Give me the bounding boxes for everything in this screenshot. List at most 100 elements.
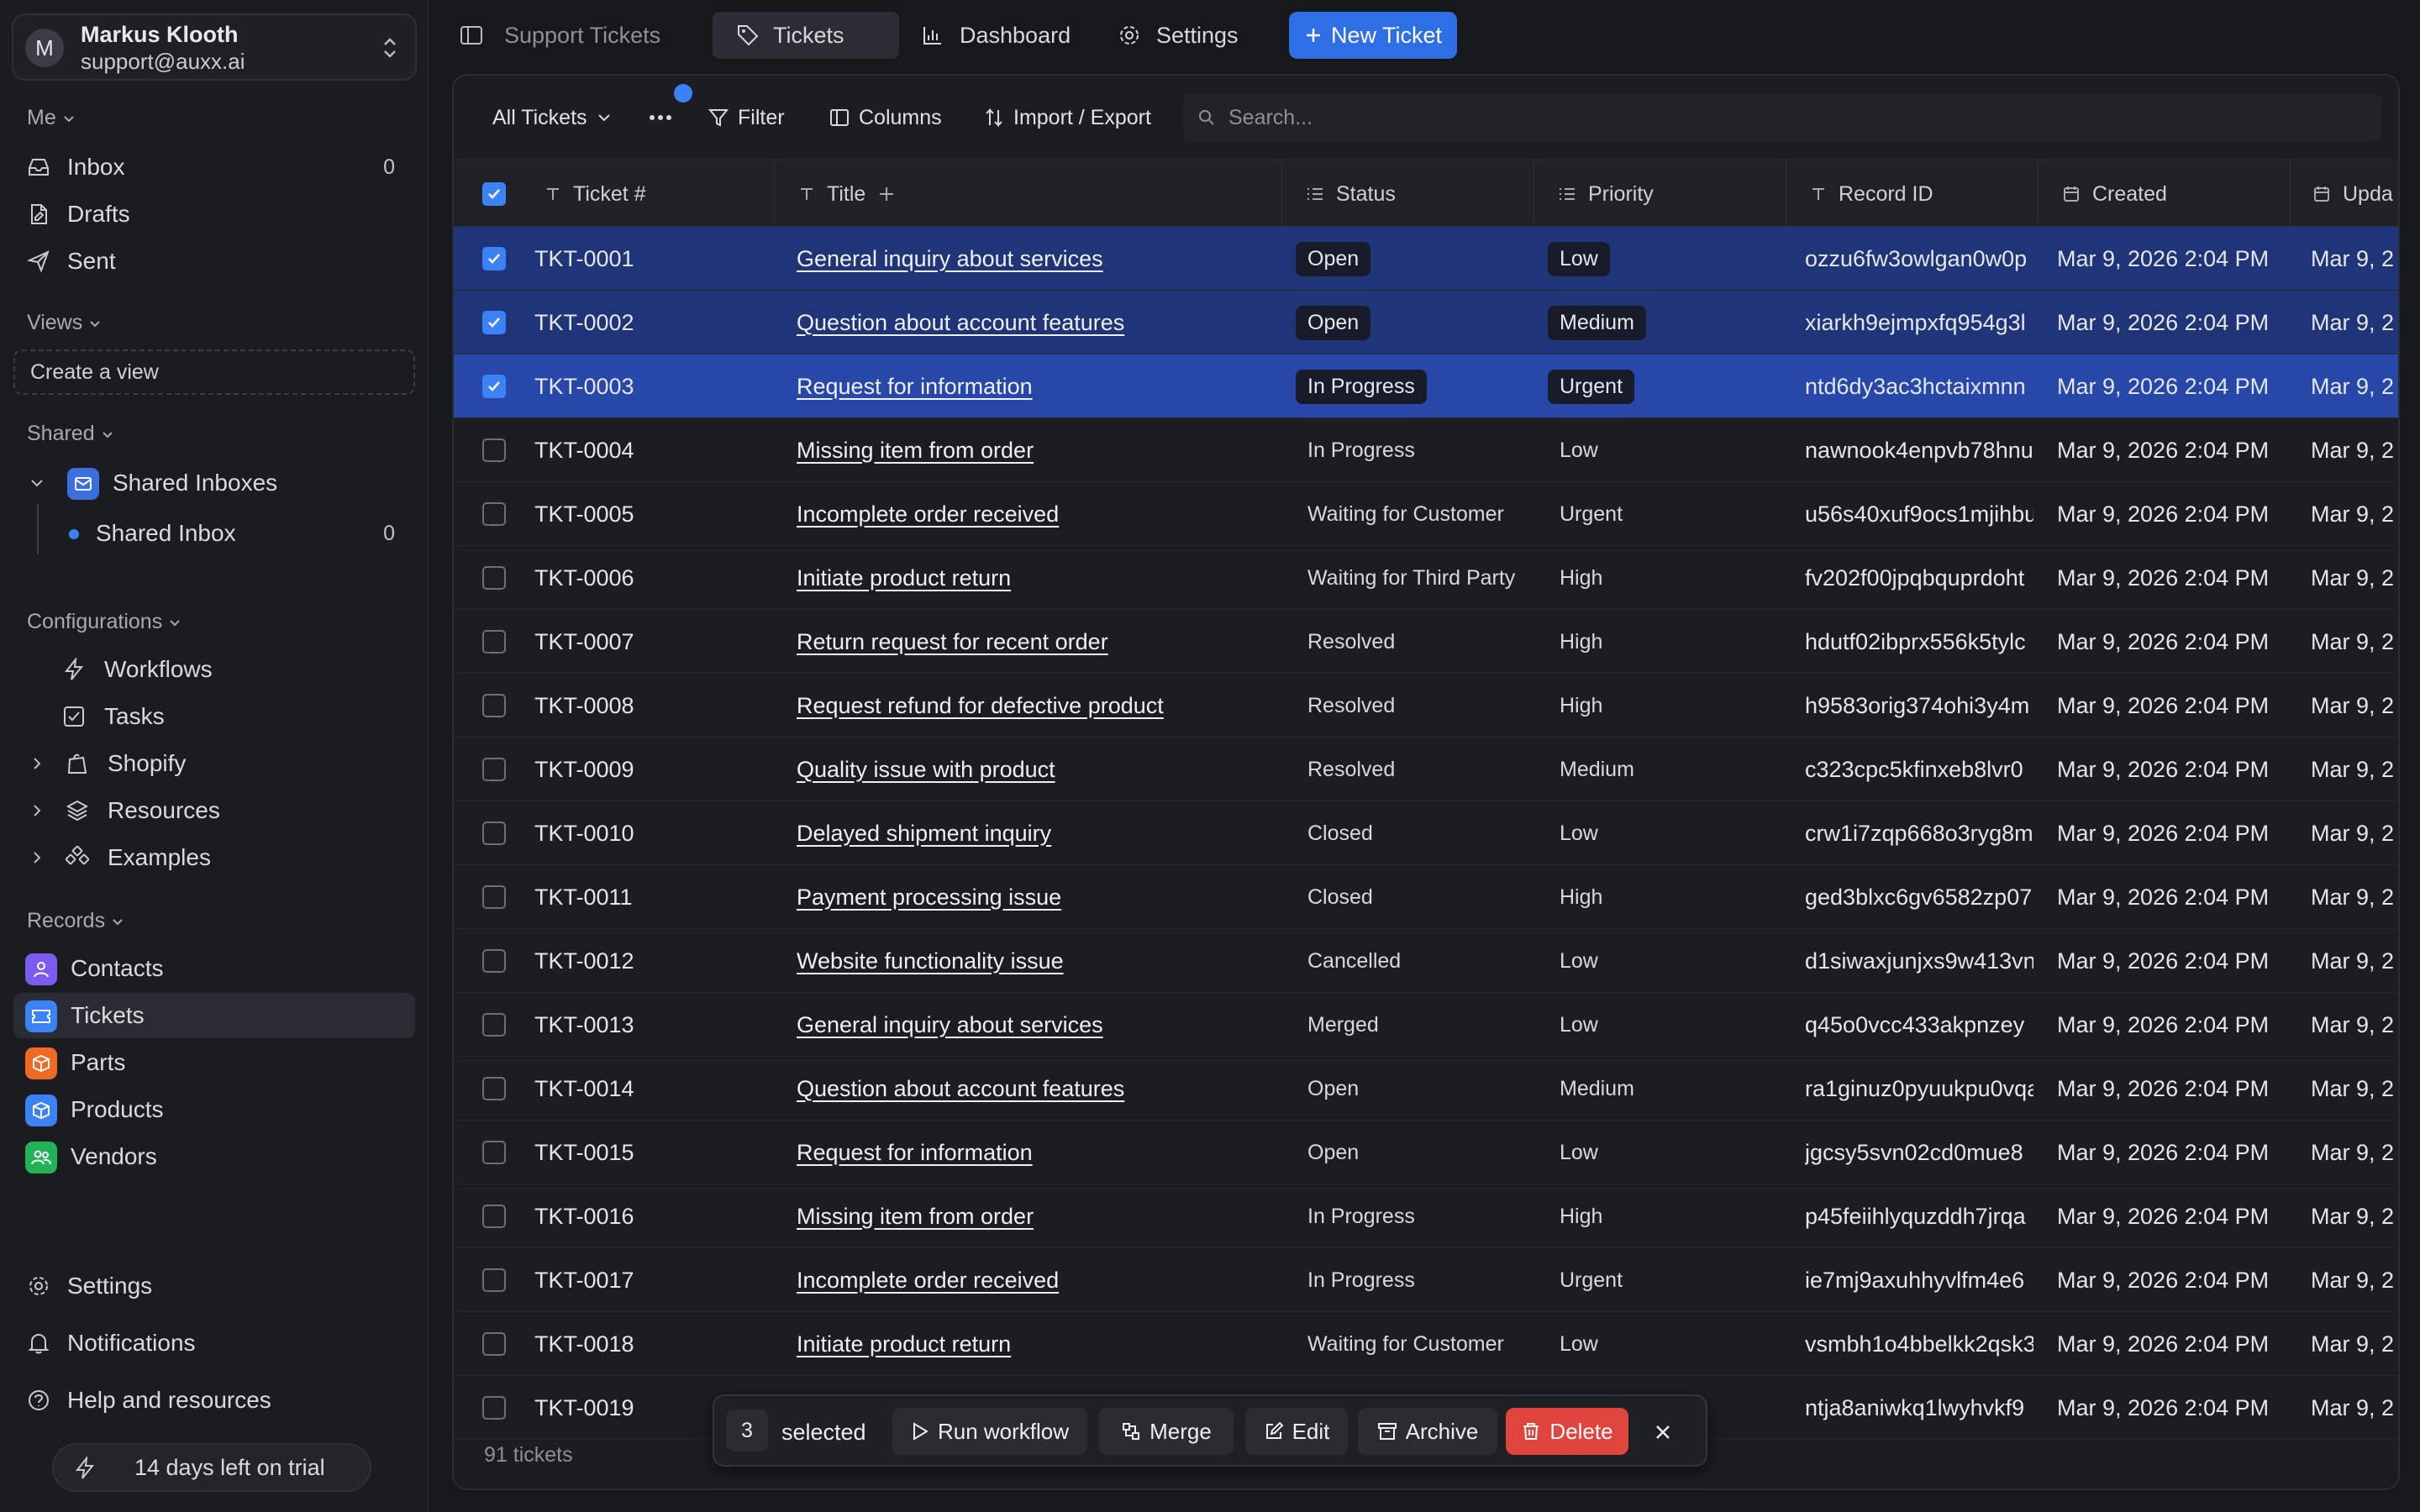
table-row[interactable]: TKT-0008 Request refund for defective pro… xyxy=(454,674,2398,738)
cell-title[interactable]: General inquiry about services xyxy=(797,245,1103,271)
section-configurations[interactable]: Configurations xyxy=(27,610,182,634)
sidebar-item-drafts[interactable]: Drafts xyxy=(13,192,415,237)
filter-button[interactable]: Filter xyxy=(708,96,785,139)
sidebar-item-shared-inboxes[interactable]: Shared Inboxes xyxy=(13,460,415,506)
tab-tickets[interactable]: Tickets xyxy=(713,12,899,59)
table-row[interactable]: TKT-0010 Delayed shipment inquiry Closed Lo… xyxy=(454,801,2398,865)
row-checkbox[interactable] xyxy=(482,375,506,398)
row-checkbox[interactable] xyxy=(482,1141,506,1164)
row-checkbox[interactable] xyxy=(482,1396,506,1420)
cell-title[interactable]: Return request for recent order xyxy=(797,628,1108,654)
row-checkbox[interactable] xyxy=(482,566,506,590)
cell-title[interactable]: General inquiry about services xyxy=(797,1011,1103,1037)
row-checkbox[interactable] xyxy=(482,630,506,654)
view-selector[interactable]: All Tickets xyxy=(492,96,613,139)
sidebar-item-notifications[interactable]: Notifications xyxy=(13,1320,415,1366)
row-checkbox[interactable] xyxy=(482,1205,506,1228)
sidebar-item-examples[interactable]: Examples xyxy=(13,835,415,880)
column-header-status[interactable]: Status xyxy=(1282,160,1534,228)
row-checkbox[interactable] xyxy=(482,949,506,973)
cell-title[interactable]: Question about account features xyxy=(797,309,1125,335)
row-checkbox[interactable] xyxy=(482,247,506,270)
tab-settings[interactable]: Settings xyxy=(1118,12,1286,59)
table-row[interactable]: TKT-0004 Missing item from order In Progre… xyxy=(454,418,2398,482)
table-row[interactable]: TKT-0013 General inquiry about services Me… xyxy=(454,993,2398,1057)
column-header-updated[interactable]: Upda xyxy=(2291,160,2398,228)
account-switcher[interactable]: M Markus Klooth support@auxx.ai xyxy=(12,13,417,81)
cell-title[interactable]: Quality issue with product xyxy=(797,756,1055,782)
cell-title[interactable]: Initiate product return xyxy=(797,1331,1012,1357)
section-me[interactable]: Me xyxy=(27,106,76,130)
sidebar-item-settings[interactable]: Settings xyxy=(13,1263,415,1309)
close-selection-button[interactable] xyxy=(1649,1418,1677,1446)
sidebar-item-contacts[interactable]: Contacts xyxy=(13,946,415,991)
table-row[interactable]: TKT-0003 Request for information In Progre… xyxy=(454,354,2398,418)
sidebar-item-help[interactable]: Help and resources xyxy=(13,1378,415,1423)
run-workflow-button[interactable]: Run workflow xyxy=(892,1408,1087,1455)
cell-title[interactable]: Delayed shipment inquiry xyxy=(797,820,1052,846)
sidebar-item-workflows[interactable]: Workflows xyxy=(13,647,415,692)
table-row[interactable]: TKT-0014 Question about account features O… xyxy=(454,1057,2398,1121)
row-checkbox[interactable] xyxy=(482,502,506,526)
cell-title[interactable]: Incomplete order received xyxy=(797,1267,1060,1293)
delete-button[interactable]: Delete xyxy=(1506,1408,1628,1455)
select-all-checkbox[interactable] xyxy=(482,182,506,206)
column-header-ticket[interactable]: Ticket # xyxy=(521,160,775,228)
columns-button[interactable]: Columns xyxy=(829,96,942,139)
column-header-created[interactable]: Created xyxy=(2039,160,2291,228)
table-row[interactable]: TKT-0011 Payment processing issue Closed Hi… xyxy=(454,865,2398,929)
row-checkbox[interactable] xyxy=(482,822,506,845)
table-row[interactable]: TKT-0018 Initiate product return Waiting f… xyxy=(454,1312,2398,1376)
table-row[interactable]: TKT-0012 Website functionality issue Cance… xyxy=(454,929,2398,993)
sidebar-item-resources[interactable]: Resources xyxy=(13,788,415,833)
sidebar-item-inbox[interactable]: Inbox 0 xyxy=(13,144,415,190)
trial-badge[interactable]: 14 days left on trial xyxy=(52,1443,371,1492)
table-row[interactable]: TKT-0002 Question about account features O… xyxy=(454,291,2398,354)
column-header-title[interactable]: Title xyxy=(775,160,1282,228)
table-row[interactable]: TKT-0016 Missing item from order In Progre… xyxy=(454,1184,2398,1248)
sidebar-item-vendors[interactable]: Vendors xyxy=(13,1134,415,1179)
table-row[interactable]: TKT-0001 General inquiry about services Op… xyxy=(454,227,2398,291)
cell-title[interactable]: Request for information xyxy=(797,373,1033,399)
section-records[interactable]: Records xyxy=(27,909,125,933)
sidebar-item-tasks[interactable]: Tasks xyxy=(13,694,415,739)
cell-title[interactable]: Payment processing issue xyxy=(797,884,1062,910)
table-row[interactable]: TKT-0007 Return request for recent order R… xyxy=(454,610,2398,674)
new-ticket-button[interactable]: New Ticket xyxy=(1289,12,1457,59)
table-row[interactable]: TKT-0009 Quality issue with product Resolv… xyxy=(454,738,2398,801)
cell-title[interactable]: Request refund for defective product xyxy=(797,692,1164,718)
cell-title[interactable]: Missing item from order xyxy=(797,437,1034,463)
cell-title[interactable]: Question about account features xyxy=(797,1075,1125,1101)
tab-dashboard[interactable]: Dashboard xyxy=(921,12,1089,59)
row-checkbox[interactable] xyxy=(482,1013,506,1037)
section-views[interactable]: Views xyxy=(27,311,103,335)
section-shared[interactable]: Shared xyxy=(27,422,115,446)
row-checkbox[interactable] xyxy=(482,438,506,462)
create-view-button[interactable]: Create a view xyxy=(13,349,415,395)
sidebar-item-tickets[interactable]: Tickets xyxy=(13,993,415,1038)
cell-title[interactable]: Website functionality issue xyxy=(797,948,1064,974)
sidebar-item-sent[interactable]: Sent xyxy=(13,239,415,284)
edit-button[interactable]: Edit xyxy=(1245,1408,1348,1455)
cell-title[interactable]: Initiate product return xyxy=(797,564,1012,591)
row-checkbox[interactable] xyxy=(482,1268,506,1292)
merge-button[interactable]: Merge xyxy=(1099,1408,1234,1455)
column-header-record-id[interactable]: Record ID xyxy=(1786,160,2039,228)
cell-title[interactable]: Incomplete order received xyxy=(797,501,1060,527)
row-checkbox[interactable] xyxy=(482,1077,506,1100)
row-checkbox[interactable] xyxy=(482,758,506,781)
row-checkbox[interactable] xyxy=(482,694,506,717)
sidebar-item-shopify[interactable]: Shopify xyxy=(13,741,415,786)
sidebar-item-products[interactable]: Products xyxy=(13,1087,415,1132)
table-row[interactable]: TKT-0005 Incomplete order received Waiting… xyxy=(454,482,2398,546)
search-input[interactable]: Search... xyxy=(1183,94,2381,141)
sidebar-item-parts[interactable]: Parts xyxy=(13,1040,415,1085)
table-row[interactable]: TKT-0015 Request for information Open Low jg… xyxy=(454,1121,2398,1184)
row-checkbox[interactable] xyxy=(482,311,506,334)
table-row[interactable]: TKT-0006 Initiate product return Waiting f… xyxy=(454,546,2398,610)
archive-button[interactable]: Archive xyxy=(1358,1408,1497,1455)
sidebar-item-shared-inbox[interactable]: Shared Inbox 0 xyxy=(13,511,415,556)
cell-title[interactable]: Request for information xyxy=(797,1139,1033,1165)
cell-title[interactable]: Missing item from order xyxy=(797,1203,1034,1229)
column-header-priority[interactable]: Priority xyxy=(1534,160,1786,228)
